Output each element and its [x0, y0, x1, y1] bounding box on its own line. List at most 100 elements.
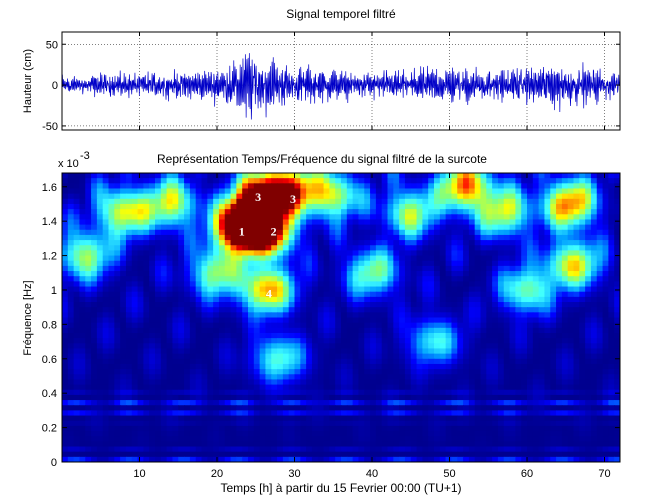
heatmap-cell — [364, 203, 371, 210]
heatmap-cell — [608, 271, 615, 277]
heatmap-cell — [457, 400, 464, 406]
heatmap-cell — [277, 384, 284, 391]
heatmap-cell — [492, 193, 499, 200]
heatmap-cell — [416, 312, 423, 319]
heatmap-cell — [195, 384, 203, 391]
heatmap-cell — [381, 260, 389, 267]
heatmap-cell — [166, 229, 174, 236]
heatmap-cell — [445, 322, 453, 329]
heatmap-cell — [527, 240, 534, 246]
heatmap-cell — [521, 327, 528, 334]
heatmap-cell — [166, 255, 174, 262]
heatmap-cell — [294, 276, 301, 282]
heatmap-cell — [213, 281, 220, 288]
heatmap-cell — [486, 379, 493, 386]
heatmap-cell — [329, 281, 336, 288]
heatmap-cell — [416, 358, 423, 365]
heatmap-cell — [370, 224, 377, 231]
heatmap-cell — [451, 425, 458, 432]
heatmap-cell — [166, 384, 174, 391]
heatmap-cell — [341, 203, 348, 210]
heatmap-cell — [399, 374, 406, 381]
heatmap-cell — [527, 415, 534, 422]
heatmap-cell — [544, 276, 551, 282]
heatmap-cell — [184, 183, 191, 190]
heatmap-cell — [602, 394, 609, 401]
heatmap-cell — [451, 302, 458, 308]
heatmap-cell — [137, 224, 144, 231]
heatmap-cell — [62, 358, 69, 365]
heatmap-cell — [451, 374, 458, 381]
heatmap-cell — [149, 400, 156, 406]
heatmap-cell — [253, 193, 261, 200]
heatmap-cell — [492, 178, 499, 184]
heatmap-cell — [242, 327, 249, 334]
heatmap-cell — [114, 250, 121, 257]
heatmap-cell — [114, 369, 121, 375]
heatmap-cell — [590, 265, 598, 272]
heatmap-cell — [527, 400, 534, 406]
heatmap-cell — [271, 203, 278, 210]
heatmap-cell — [323, 240, 330, 246]
heatmap-cell — [509, 374, 516, 381]
heatmap-cell — [561, 332, 569, 339]
heatmap-cell — [242, 265, 249, 272]
heatmap-cell — [108, 436, 115, 442]
heatmap-cell — [323, 348, 330, 355]
heatmap-cell — [137, 307, 144, 313]
heatmap-cell — [155, 198, 162, 205]
heatmap-cell — [585, 183, 592, 190]
heatmap-cell — [236, 173, 243, 179]
heatmap-cell — [370, 219, 377, 226]
heatmap-cell — [358, 198, 365, 205]
heatmap-cell — [550, 229, 557, 236]
heatmap-cell — [172, 255, 179, 262]
heatmap-cell — [230, 369, 237, 375]
heatmap-cell — [602, 358, 609, 365]
heatmap-cell — [393, 214, 400, 221]
heatmap-cell — [201, 410, 208, 417]
heatmap-cell — [96, 327, 104, 334]
heatmap-cell — [271, 343, 278, 350]
heatmap-cell — [329, 173, 336, 179]
heatmap-cell — [439, 363, 447, 370]
heatmap-cell — [503, 343, 511, 350]
heatmap-cell — [515, 240, 522, 246]
heatmap-cell — [358, 317, 365, 324]
heatmap-cell — [230, 410, 237, 417]
heatmap-cell — [271, 369, 278, 375]
heatmap-cell — [451, 203, 458, 210]
heatmap-cell — [544, 431, 551, 437]
heatmap-cell — [102, 384, 110, 391]
heatmap-cell — [404, 271, 412, 277]
heatmap-cell — [608, 431, 615, 437]
heatmap-cell — [91, 348, 98, 355]
heatmap-cell — [271, 214, 278, 221]
heatmap-cell — [224, 219, 232, 226]
heatmap-cell — [497, 286, 505, 293]
heatmap-cell — [236, 302, 243, 308]
heatmap-cell — [335, 214, 342, 221]
heatmap-cell — [451, 271, 458, 277]
heatmap-cell — [137, 312, 144, 319]
heatmap-cell — [166, 219, 174, 226]
heatmap-cell — [172, 420, 179, 427]
heatmap-cell — [515, 338, 522, 344]
heatmap-cell — [329, 307, 336, 313]
heatmap-cell — [120, 363, 127, 370]
heatmap-cell — [608, 369, 615, 375]
heatmap-cell — [62, 379, 69, 386]
heatmap-cell — [486, 203, 493, 210]
heatmap-cell — [195, 281, 203, 288]
heatmap-cell — [184, 265, 191, 272]
heatmap-cell — [195, 369, 203, 375]
heatmap-cell — [143, 296, 150, 303]
heatmap-cell — [143, 353, 150, 360]
heatmap-cell — [399, 420, 406, 427]
heatmap-cell — [439, 203, 447, 210]
heatmap-cell — [579, 420, 586, 427]
heatmap-cell — [329, 255, 336, 262]
heatmap-cell — [352, 178, 360, 184]
heatmap-cell — [538, 405, 546, 411]
heatmap-cell — [189, 436, 197, 442]
